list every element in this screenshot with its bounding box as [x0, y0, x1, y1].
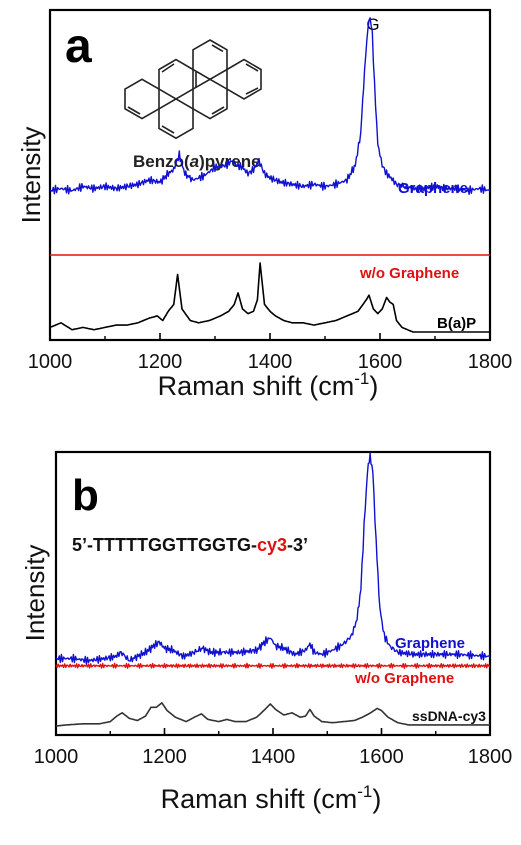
x-tick-label: 1800 — [468, 746, 513, 768]
plot-frame — [48, 8, 492, 342]
legend-graphene: Graphene — [398, 180, 468, 197]
series-line-b-a-p — [49, 262, 490, 333]
x-tick-label: 1000 — [34, 746, 79, 768]
x-tick-label: 1600 — [359, 746, 404, 768]
legend-bap: B(a)P — [437, 315, 476, 332]
legend-graphene: Graphene — [395, 635, 465, 652]
legend-wo-graphene: w/o Graphene — [359, 265, 459, 282]
x-axis-ticks: 1000 1200 1400 1600 1800 — [28, 333, 513, 373]
x-tick-label: 1000 — [28, 351, 73, 373]
x-tick-label: 1800 — [468, 351, 513, 373]
x-axis-title: Raman shift (cm-1) — [158, 369, 379, 401]
plot-frame — [54, 450, 492, 737]
x-tick-label: 1200 — [142, 746, 187, 768]
panel-a: a G Benzo(a)pyrene Graphene w/o Graphene… — [16, 8, 513, 401]
panel-b: b G 5’-TTTTTGGTTGGTG-cy3-3’ Graphene w/o… — [20, 450, 513, 814]
x-axis-title: Raman shift (cm-1) — [161, 782, 382, 814]
panel-label: b — [72, 471, 99, 520]
x-axis-ticks: 1000 1200 1400 1600 1800 — [34, 728, 513, 768]
x-tick-label: 1600 — [358, 351, 403, 373]
series-line-w-o-graphene — [55, 662, 491, 669]
y-axis-title: Intensity — [16, 127, 46, 224]
series-line-graphene — [55, 452, 491, 665]
dna-sequence: 5’-TTTTTGGTTGGTG-cy3-3’ — [72, 535, 308, 555]
y-axis-title: Intensity — [20, 545, 50, 642]
panel-label: a — [65, 20, 92, 73]
benzo-a-pyrene-structure-icon — [124, 39, 262, 140]
legend-ssdna: ssDNA-cy3 — [412, 708, 486, 724]
legend-wo-graphene: w/o Graphene — [354, 670, 454, 687]
series-line-ssdna-cy3 — [55, 702, 490, 727]
x-tick-label: 1400 — [248, 351, 293, 373]
x-tick-label: 1200 — [138, 351, 183, 373]
series-group — [49, 17, 491, 333]
x-tick-label: 1400 — [251, 746, 296, 768]
series-line-graphene — [49, 17, 491, 195]
series-group — [55, 452, 491, 727]
